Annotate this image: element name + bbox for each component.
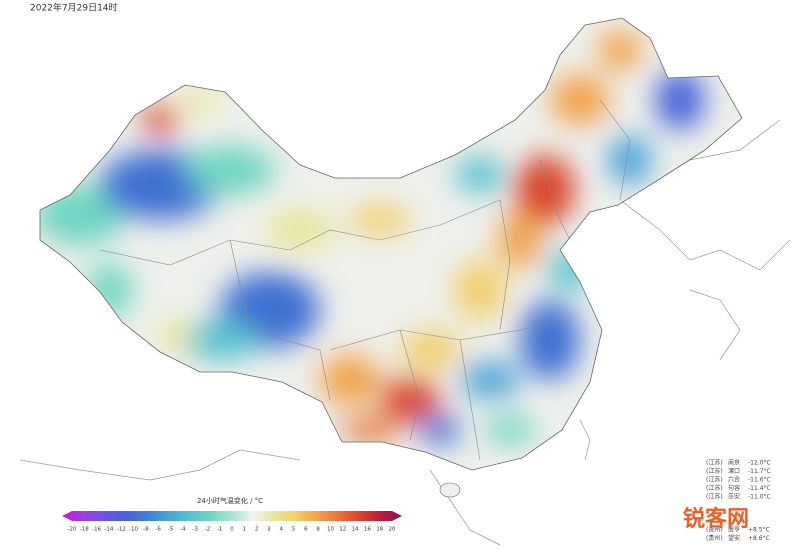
legend-tick-label: -12 [117, 527, 126, 533]
station-value: +8.6°C [748, 535, 770, 542]
station-name: 莎安 [728, 493, 740, 501]
legend-tick-label: -10 [129, 527, 138, 533]
country-border [39, 17, 743, 471]
station-name: 六合 [728, 476, 740, 484]
legend-tick-label: -16 [92, 527, 101, 533]
legend-tick-label: 3 [267, 527, 271, 533]
legend-tick-label: -6 [155, 527, 161, 533]
legend-tick-label: -4 [180, 527, 186, 533]
legend-tick-label: -1 [217, 527, 222, 533]
legend-tick-label: -8 [143, 527, 149, 533]
station-name: 句容 [728, 484, 740, 492]
station-name: 南京 [728, 459, 740, 467]
legend-tick-label: 1 [243, 527, 247, 533]
station-value: -11.6°C [748, 477, 771, 484]
legend-title: 24小时气温变化 / °C [197, 496, 263, 505]
station-province: (江苏) [706, 476, 723, 484]
station-province: (江苏) [706, 467, 723, 475]
station-value: -11.7°C [748, 468, 771, 475]
legend-tick-label: 10 [327, 527, 334, 533]
province-borders [99, 99, 631, 461]
legend: 24小时气温变化 / °C -20 -18 -16 -14 -12 -10 -8 -6 -5 -4… [62, 496, 402, 533]
legend-tick-label: 4 [279, 527, 283, 533]
station-province: (贵州) [706, 526, 723, 534]
station-province: (江苏) [706, 493, 723, 501]
station-name: 溧口 [728, 467, 740, 475]
watermark: 锐客网 [683, 506, 749, 532]
legend-tick-label: 2 [255, 527, 259, 533]
legend-tick-label: 12 [339, 527, 346, 533]
station-value: +8.5°C [748, 527, 770, 534]
legend-tick-label: -14 [104, 527, 113, 533]
legend-tick-label: 14 [352, 527, 359, 533]
station-value: -11.4°C [748, 485, 771, 492]
legend-tick-label: 18 [376, 527, 383, 533]
legend-tick-label: 16 [364, 527, 371, 533]
legend-tick-label: 20 [389, 527, 396, 533]
station-province: (江苏) [706, 484, 723, 492]
station-value: -11.0°C [748, 494, 771, 501]
station-province: (江苏) [706, 459, 723, 467]
color-bar [62, 511, 402, 521]
station-province: (贵州) [706, 534, 723, 542]
station-name: 望安 [728, 534, 740, 542]
timestamp: 2022年7月29日14时 [30, 2, 118, 14]
legend-tick-label: 0 [230, 527, 234, 533]
legend-tick-label: -2 [205, 527, 210, 533]
hainan-island [439, 482, 461, 498]
legend-tick-label: -20 [68, 527, 77, 533]
legend-tick-label: -3 [192, 527, 198, 533]
legend-tick-label: 5 [292, 527, 296, 533]
station-name: 册亨 [728, 526, 740, 534]
station-list: (江苏) 南京 -12.0°C (江苏) 溧口 -11.7°C (江苏) 六合 -11.6°C (… [706, 459, 771, 543]
legend-tick-label: 6 [304, 527, 308, 533]
legend-tick-label: 8 [316, 527, 320, 533]
legend-tick-label: -18 [80, 527, 89, 533]
station-value: -12.0°C [748, 460, 771, 467]
legend-tick-label: -5 [168, 527, 174, 533]
